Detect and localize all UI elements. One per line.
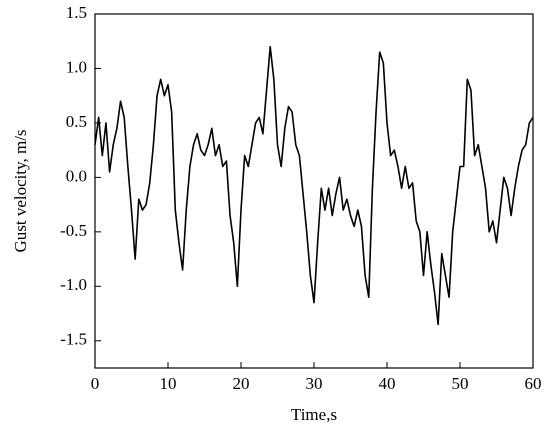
x-tick-label: 20 (233, 374, 250, 393)
x-tick-label: 60 (525, 374, 542, 393)
y-tick-label: -0.5 (60, 221, 87, 240)
x-axis-label: Time,s (291, 405, 337, 424)
x-tick-label: 10 (160, 374, 177, 393)
y-tick-label: 0.0 (66, 166, 87, 185)
y-axis-label: Gust velocity, m/s (11, 129, 30, 252)
y-tick-label: 1.5 (66, 3, 87, 22)
x-tick-label: 0 (91, 374, 100, 393)
y-tick-label: -1.0 (60, 275, 87, 294)
y-tick-label: 0.5 (66, 112, 87, 131)
y-tick-label: 1.0 (66, 57, 87, 76)
data-line (94, 45, 534, 326)
plot-frame (94, 13, 534, 369)
x-tick-label: 50 (452, 374, 469, 393)
x-tick-label: 40 (379, 374, 396, 393)
x-tick-label: 30 (306, 374, 323, 393)
y-tick-label: -1.5 (60, 330, 87, 349)
